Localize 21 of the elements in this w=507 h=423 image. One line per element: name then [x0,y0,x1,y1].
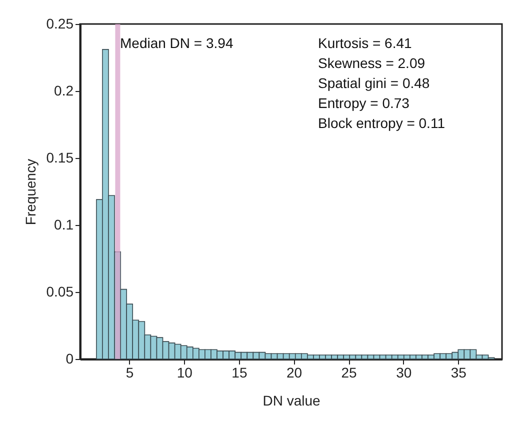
y-tick-label: 0.25 [46,16,74,32]
annotation: Kurtosis = 6.41 [318,35,412,51]
x-tick-label: 30 [396,364,412,380]
annotation: Skewness = 2.09 [318,55,426,71]
annotation: Median DN = 3.94 [120,35,234,51]
x-tick-label: 5 [126,364,134,380]
x-tick-label: 20 [286,364,302,380]
y-tick-label: 0.2 [54,82,74,98]
y-tick-label: 0.1 [54,216,74,232]
x-tick-label: 25 [341,364,358,380]
annotation: Block entropy = 0.11 [318,115,446,131]
y-axis-title: Frequency [22,158,38,226]
annotation: Entropy = 0.73 [318,95,410,111]
x-axis-title: DN value [262,392,320,408]
x-tick-label: 15 [232,364,248,380]
y-tick-label: 0 [66,350,74,366]
x-tick-label: 10 [176,364,193,380]
x-tick-label: 35 [450,364,467,380]
y-tick-label: 0.15 [46,150,74,166]
annotation: Spatial gini = 0.48 [318,75,430,91]
y-tick-label: 0.05 [46,284,74,300]
